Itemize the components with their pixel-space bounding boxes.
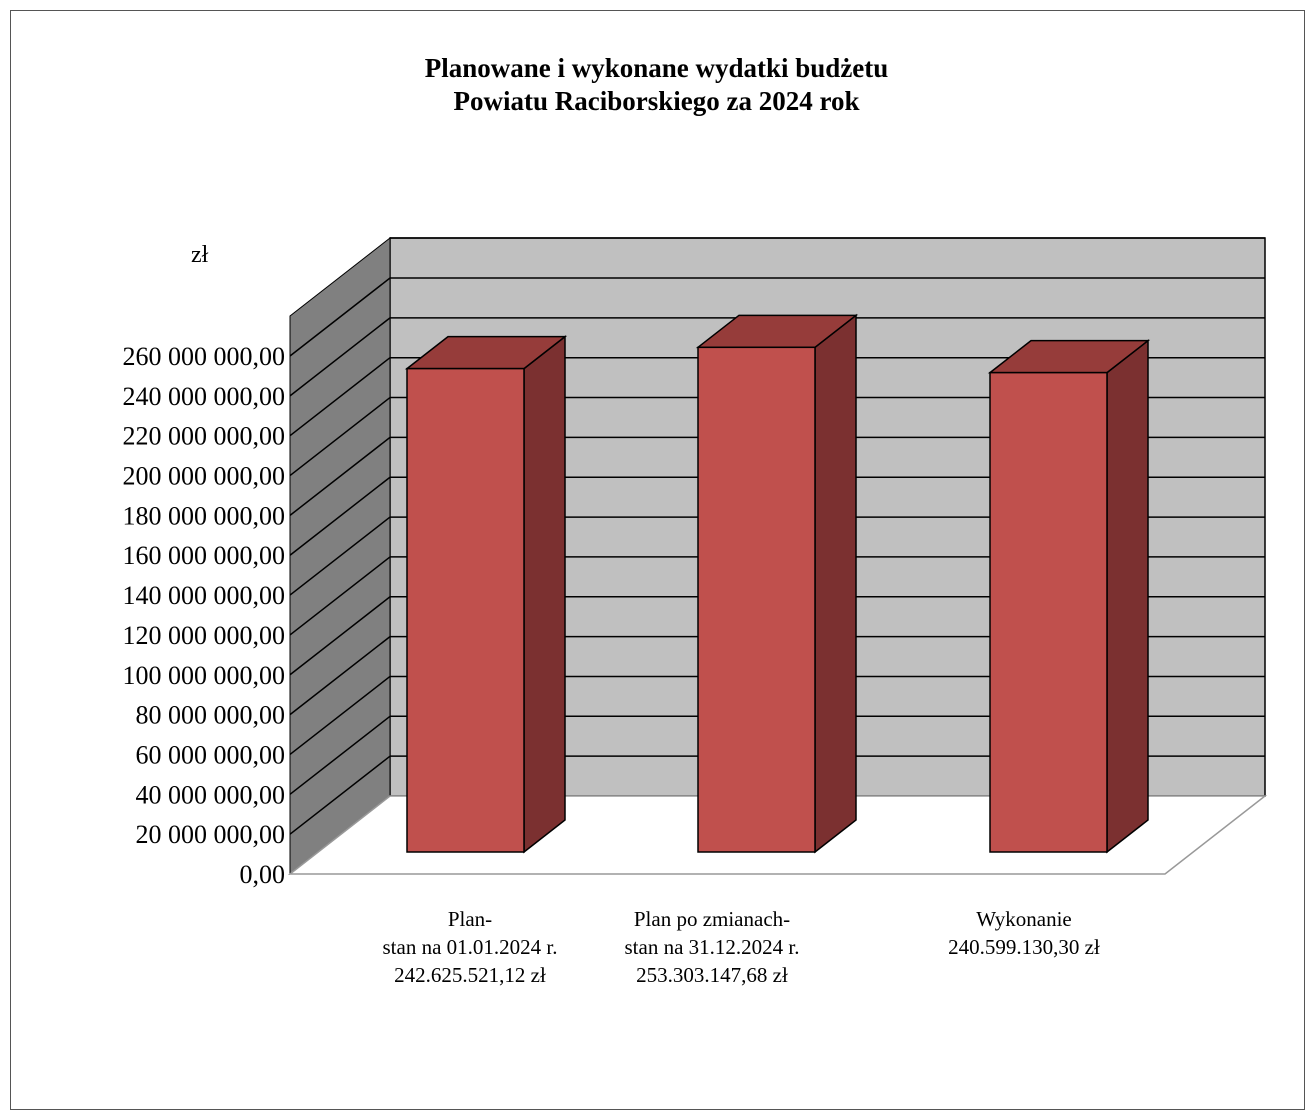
- bar-side: [523, 335, 566, 854]
- chart-title-line-2: Powiatu Raciborskiego za 2024 rok: [453, 86, 860, 116]
- y-tick-label: 260 000 000,00: [123, 342, 286, 371]
- y-tick-label: 40 000 000,00: [136, 780, 286, 809]
- y-tick-label: 100 000 000,00: [123, 661, 286, 690]
- x-category-label-line: stan na 01.01.2024 r.: [383, 935, 558, 959]
- gridline-side: [289, 476, 391, 556]
- y-tick-label: 180 000 000,00: [123, 501, 286, 530]
- bar: [404, 335, 568, 854]
- y-tick-label: 120 000 000,00: [123, 621, 286, 650]
- bars: [404, 313, 1151, 854]
- bar: [987, 339, 1151, 854]
- y-tick-label: 200 000 000,00: [123, 462, 286, 491]
- bar-front: [989, 371, 1108, 853]
- y-tick-label: 160 000 000,00: [123, 541, 286, 570]
- x-category-label-line: Plan-: [448, 907, 492, 931]
- gridline-side: [289, 317, 391, 397]
- bar-side: [1106, 339, 1149, 854]
- y-tick-label: 80 000 000,00: [136, 701, 286, 730]
- x-category-label: Wykonanie 240.599.130,30 zł: [948, 907, 1100, 959]
- gridline-side: [289, 396, 391, 477]
- gridline-side: [289, 357, 391, 437]
- gridline-side: [289, 436, 391, 516]
- gridline-side: [289, 636, 391, 716]
- gridline-side: [289, 516, 391, 596]
- y-tick-label: 0,00: [240, 860, 286, 889]
- chart-title: Planowane i wykonane wydatki budżetu Pow…: [0, 52, 1313, 118]
- gridline-side: [289, 556, 391, 636]
- x-category-label-line: 240.599.130,30 zł: [948, 935, 1100, 959]
- bar: [695, 313, 859, 854]
- y-axis-unit-label: zł: [191, 242, 209, 268]
- x-category-label-line: 242.625.521,12 zł: [394, 963, 546, 987]
- y-axis-ticks: 0,00 20 000 000,00 40 000 000,00 60 000 000…: [123, 342, 286, 889]
- gridline-side: [289, 675, 391, 756]
- bar-side: [814, 313, 857, 854]
- y-tick-label: 240 000 000,00: [123, 382, 286, 411]
- gridline-side: [289, 755, 391, 835]
- y-tick-label: 60 000 000,00: [136, 740, 286, 769]
- x-category-label: Plan-stan na 01.01.2024 r. 242.625.521,12…: [383, 907, 558, 987]
- y-tick-label: 220 000 000,00: [123, 422, 286, 451]
- y-tick-label: 20 000 000,00: [136, 820, 286, 849]
- gridline-side: [289, 277, 391, 357]
- chart-title-line-1: Planowane i wykonane wydatki budżetu: [424, 53, 889, 83]
- x-category-label: Plan po zmianach-stan na 31.12.2024 r. 25…: [625, 907, 800, 987]
- x-axis-categories: Plan-stan na 01.01.2024 r. 242.625.521,12…: [383, 907, 1100, 987]
- gridline-side: [289, 715, 391, 795]
- y-tick-label: 140 000 000,00: [123, 581, 286, 610]
- bar-front: [697, 346, 816, 853]
- x-category-label-line: Wykonanie: [976, 907, 1072, 931]
- bar-front: [406, 367, 525, 853]
- gridline-side: [289, 596, 391, 676]
- x-category-label-line: 253.303.147,68 zł: [636, 963, 788, 987]
- x-category-label-line: Plan po zmianach-: [634, 907, 790, 931]
- x-category-label-line: stan na 31.12.2024 r.: [625, 935, 800, 959]
